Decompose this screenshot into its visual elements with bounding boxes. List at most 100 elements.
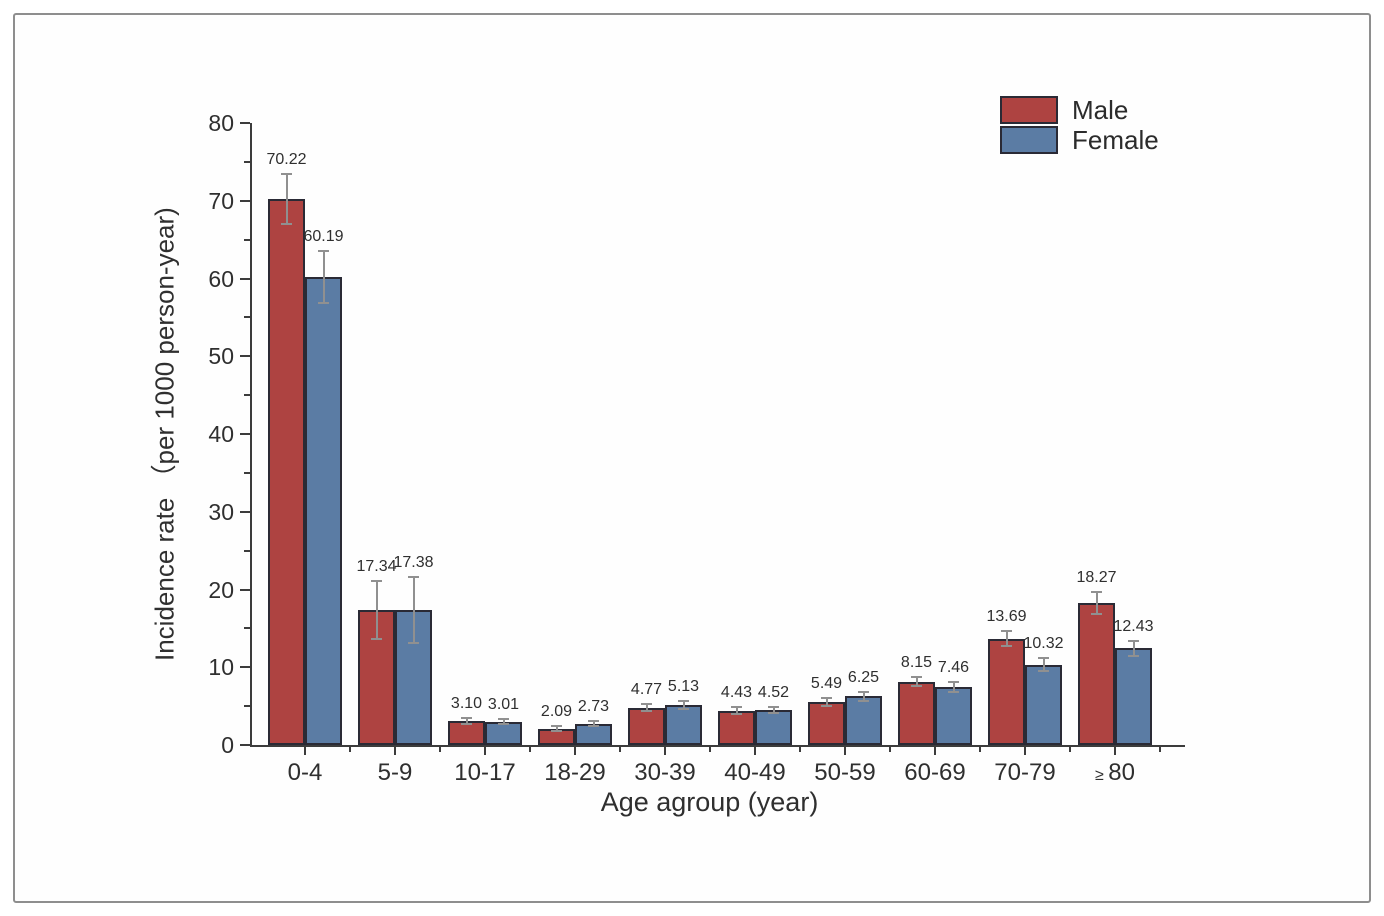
error-bar-male <box>555 726 558 732</box>
legend-row-female: Female <box>1000 125 1159 155</box>
x-category-label: 40-49 <box>724 759 786 786</box>
error-bar-male <box>1005 630 1008 647</box>
value-label-male: 3.10 <box>450 695 483 713</box>
error-bar-female <box>502 718 505 725</box>
x-major-tick <box>844 747 846 755</box>
y-tick-label: 60 <box>208 265 234 292</box>
value-label-female: 6.25 <box>847 669 880 687</box>
error-cap-top <box>1128 639 1139 642</box>
bar-female <box>665 705 702 745</box>
x-category-label: ≥ 80 <box>1095 759 1135 786</box>
legend: Male Female <box>1000 95 1159 155</box>
y-axis-title: Incidence rate （per 1000 person-year) <box>149 207 180 661</box>
x-category-label: 60-69 <box>904 759 966 786</box>
value-label-female: 4.52 <box>757 683 790 701</box>
error-bar-female <box>682 701 685 710</box>
error-bar-female <box>1132 640 1135 657</box>
bar-male <box>988 638 1025 745</box>
y-tick-label: 30 <box>208 498 234 525</box>
y-major-tick <box>240 588 250 591</box>
x-major-tick <box>934 747 936 755</box>
x-minor-tick <box>799 747 801 752</box>
y-major-tick <box>240 199 250 202</box>
error-bar-female <box>952 682 955 692</box>
error-cap-bottom <box>371 637 382 640</box>
value-label-female: 5.13 <box>667 678 700 696</box>
error-cap-top <box>821 697 832 700</box>
legend-label-female: Female <box>1072 125 1159 155</box>
y-minor-tick <box>244 627 250 630</box>
error-cap-top <box>1091 591 1102 594</box>
x-minor-tick <box>889 747 891 752</box>
y-tick-label: 50 <box>208 343 234 370</box>
x-minor-tick <box>709 747 711 752</box>
error-cap-bottom <box>281 222 292 225</box>
error-bar-male <box>735 707 738 714</box>
y-tick-label: 0 <box>221 732 234 758</box>
error-bar-male <box>825 698 828 707</box>
error-cap-bottom <box>948 690 959 693</box>
bar-female <box>755 709 792 745</box>
value-label-male: 4.43 <box>720 684 753 702</box>
bar-male <box>628 707 665 745</box>
x-minor-tick <box>349 747 351 752</box>
error-bar-male <box>1095 592 1098 614</box>
x-major-tick <box>664 747 666 755</box>
y-major-tick <box>240 277 250 280</box>
value-label-female: 60.19 <box>303 228 344 246</box>
error-bar-female <box>322 251 325 303</box>
value-label-female: 17.38 <box>393 554 434 572</box>
y-tick-label: 20 <box>208 576 234 603</box>
bar-male <box>1078 602 1115 745</box>
value-label-female: 3.01 <box>487 695 520 713</box>
error-cap-bottom <box>1091 612 1102 615</box>
error-bar-male <box>375 581 378 639</box>
error-cap-bottom <box>911 685 922 688</box>
error-cap-top <box>588 720 599 723</box>
error-cap-top <box>281 173 292 176</box>
x-minor-tick <box>529 747 531 752</box>
y-axis-line <box>250 123 252 745</box>
value-label-male: 8.15 <box>900 653 933 671</box>
x-category-label: 30-39 <box>634 759 696 786</box>
x-major-tick <box>1024 747 1026 755</box>
x-minor-tick <box>439 747 441 752</box>
bar-female <box>305 277 342 745</box>
error-cap-bottom <box>1128 655 1139 658</box>
error-cap-bottom <box>318 301 329 304</box>
legend-label-male: Male <box>1072 95 1129 125</box>
geq-symbol: ≥ <box>1095 767 1109 784</box>
y-minor-tick <box>244 471 250 474</box>
bar-male <box>268 199 305 745</box>
bar-female <box>845 696 882 745</box>
bar-male <box>718 710 755 745</box>
y-major-tick <box>240 355 250 358</box>
error-cap-top <box>858 691 869 694</box>
x-category-label: 70-79 <box>994 759 1056 786</box>
x-major-tick <box>754 747 756 755</box>
x-minor-tick <box>1069 747 1071 752</box>
x-minor-tick <box>1159 747 1161 752</box>
error-cap-bottom <box>1038 670 1049 673</box>
y-tick-label: 80 <box>208 110 234 136</box>
y-major-tick <box>240 666 250 669</box>
value-label-female: 7.46 <box>937 659 970 677</box>
x-category-label: 50-59 <box>814 759 876 786</box>
error-cap-top <box>948 681 959 684</box>
error-cap-bottom <box>551 730 562 733</box>
bar-male <box>448 720 485 745</box>
error-bar-female <box>862 692 865 701</box>
y-major-tick <box>240 433 250 435</box>
x-axis-title: Age agroup (year) <box>600 787 819 817</box>
plot-area: 0 10 20 30 40 50 60 70 80 0-4 5-9 10-17 18-29 30-39 4… <box>208 111 1185 786</box>
legend-row-male: Male <box>1000 95 1159 125</box>
value-label-male: 18.27 <box>1076 569 1117 587</box>
error-cap-top <box>1001 629 1012 632</box>
error-cap-bottom <box>461 722 472 725</box>
x-axis-line <box>250 745 1185 747</box>
y-minor-tick <box>244 238 250 241</box>
error-cap-top <box>731 706 742 709</box>
y-minor-tick <box>244 394 250 397</box>
error-cap-top <box>768 705 779 708</box>
